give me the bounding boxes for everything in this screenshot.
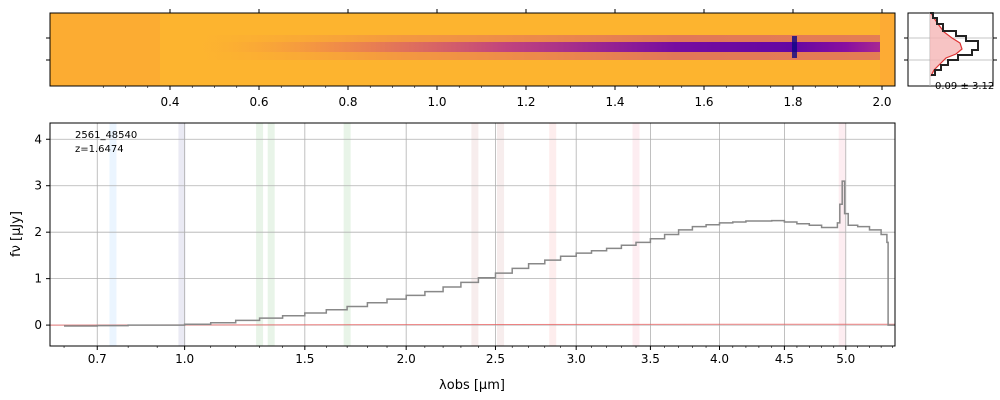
x-tick-label: 3.5 — [641, 352, 660, 366]
y-tick-label: 2 — [34, 225, 42, 239]
axis-ticks: 0.7 1.0 1.5 2.0 2.5 3.0 3.5 4.0 4.5 5.0 0 1 2 3 4 — [34, 132, 894, 366]
y-tick-label: 0 — [34, 318, 42, 332]
line-marker-0 — [109, 123, 117, 346]
line-marker-6 — [497, 123, 505, 346]
heatmap-x-tick-label: 1.8 — [783, 95, 802, 109]
heatmap-left-noise — [50, 13, 160, 86]
y-tick-label: 1 — [34, 272, 42, 286]
x-tick-label: 4.0 — [710, 352, 729, 366]
plot-frame — [49, 122, 896, 347]
x-tick-label: 1.0 — [175, 352, 194, 366]
y-tick-label: 3 — [34, 179, 42, 193]
heatmap-x-tick-label: 1.0 — [427, 95, 446, 109]
line-marker-3 — [267, 123, 275, 346]
heatmap-x-tick-label: 0.4 — [160, 95, 179, 109]
line-marker-8 — [632, 123, 640, 346]
profile-panel: 0.09 ± 3.12 — [904, 12, 997, 92]
y-tick-label: 4 — [34, 132, 42, 146]
heatmap-x-tick-label: 0.8 — [338, 95, 357, 109]
line-marker-5 — [471, 123, 479, 346]
line-marker-2 — [256, 123, 264, 346]
heatmap-x-tick-label: 1.4 — [605, 95, 624, 109]
spectrum-2d-panel: 0.4 0.6 0.8 1.0 1.2 1.4 1.6 1.8 2.0 — [46, 9, 896, 109]
series-error-line — [49, 323, 895, 326]
heatmap-x-tick-label: 1.2 — [516, 95, 535, 109]
x-tick-label: 1.5 — [295, 352, 314, 366]
line-markers — [109, 123, 846, 346]
heatmap-x-tick-label: 0.6 — [249, 95, 268, 109]
line-marker-4 — [343, 123, 351, 346]
profile-data — [930, 12, 979, 76]
x-axis-label: λobs [μm] — [439, 378, 505, 393]
x-tick-label: 5.0 — [836, 352, 855, 366]
line-marker-7 — [549, 123, 557, 346]
x-tick-label: 3.0 — [567, 352, 586, 366]
heatmap-emission-line — [792, 36, 797, 58]
heatmap-x-ticks: 0.4 0.6 0.8 1.0 1.2 1.4 1.6 1.8 2.0 — [46, 9, 892, 109]
heatmap-right-noise — [880, 13, 895, 86]
x-tick-label: 2.5 — [486, 352, 505, 366]
heatmap-x-tick-label: 2.0 — [872, 95, 891, 109]
plot-area — [50, 123, 895, 346]
heatmap-x-tick-label: 1.6 — [694, 95, 713, 109]
x-tick-label: 0.7 — [88, 352, 107, 366]
heatmap-trace — [200, 42, 880, 52]
x-tick-label: 2.0 — [397, 352, 416, 366]
spectrum-1d-panel: 0.7 1.0 1.5 2.0 2.5 3.0 3.5 4.0 4.5 5.0 0 1 2 3 4 2561… — [9, 122, 896, 393]
heatmap-frame — [49, 12, 896, 87]
line-marker-9 — [838, 123, 846, 346]
redshift-label: z=1.6474 — [75, 144, 124, 155]
profile-stats-label: 0.09 ± 3.12 — [935, 81, 994, 92]
profile-fill — [930, 13, 962, 76]
y-axis-label: fν [μJy] — [9, 211, 24, 257]
series-spectrum-line — [64, 180, 895, 327]
line-marker-1 — [178, 123, 186, 346]
series-group — [49, 180, 895, 327]
x-tick-label: 4.5 — [775, 352, 794, 366]
object-id-label: 2561_48540 — [75, 130, 137, 141]
